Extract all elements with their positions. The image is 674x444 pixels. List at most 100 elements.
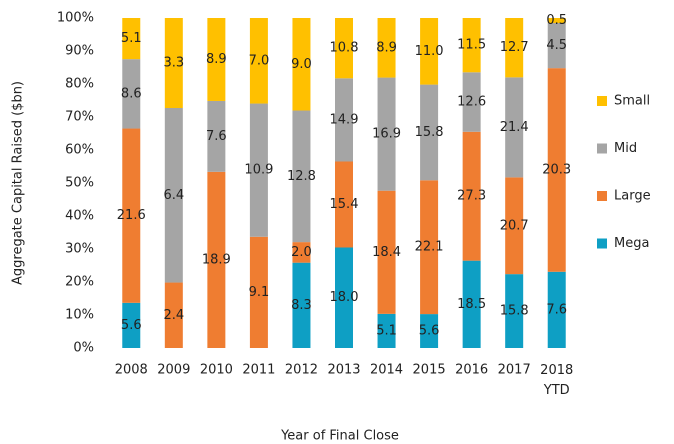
x-tick-label: 2011 <box>242 363 275 378</box>
data-label: 2.4 <box>163 308 184 323</box>
y-axis-title: Aggregate Capital Raised ($bn) <box>11 81 26 285</box>
legend-label: Large <box>614 189 651 204</box>
data-label: 18.0 <box>330 290 359 305</box>
bar-segment <box>462 260 481 348</box>
y-tick-label: 70% <box>65 110 94 125</box>
bar-segment <box>122 302 141 348</box>
bar-segment <box>420 180 439 315</box>
bar-segment <box>547 23 566 69</box>
data-label: 11.5 <box>457 38 486 53</box>
x-tick-label: 2016 <box>455 363 488 378</box>
x-axis-title: Year of Final Close <box>280 429 399 444</box>
bar-segment <box>420 18 439 85</box>
bar-segment <box>462 72 481 132</box>
bar-segment <box>505 274 524 348</box>
bar-segment <box>292 18 311 111</box>
bar-segment <box>122 59 141 129</box>
data-label: 5.6 <box>121 318 142 333</box>
bar-segment <box>420 84 439 181</box>
data-label: 0.5 <box>546 13 567 28</box>
data-label: 12.7 <box>500 40 529 55</box>
bar-segment <box>420 314 439 348</box>
data-label: 8.6 <box>121 86 142 101</box>
x-tick-label: 2013 <box>327 363 360 378</box>
x-tick-label: 2017 <box>498 363 531 378</box>
bar-segment <box>207 18 226 101</box>
data-label: 11.0 <box>415 44 444 59</box>
x-tick-label: 2015 <box>413 363 446 378</box>
data-label: 5.1 <box>376 323 397 338</box>
legend-label: Small <box>614 94 650 109</box>
bar-segment <box>505 18 524 78</box>
data-label: 21.4 <box>500 120 529 135</box>
legend-label: Mid <box>614 141 637 156</box>
x-tick-label: 2008 <box>115 363 148 378</box>
bar-segment <box>164 18 183 108</box>
data-label: 5.6 <box>419 324 440 339</box>
data-label: 20.7 <box>500 218 529 233</box>
data-label: 5.1 <box>121 31 142 46</box>
y-tick-label: 0% <box>73 341 94 356</box>
bar-segment <box>249 236 268 348</box>
data-label: 8.9 <box>206 52 227 67</box>
data-label: 10.8 <box>330 41 359 56</box>
data-label: 18.5 <box>457 297 486 312</box>
data-label: 7.6 <box>206 129 227 144</box>
bar-segment <box>547 271 566 348</box>
legend-swatch <box>597 238 607 249</box>
data-label: 4.5 <box>546 38 567 53</box>
y-tick-label: 80% <box>65 77 94 92</box>
data-label: 22.1 <box>415 240 444 255</box>
x-tick-label: 2012 <box>285 363 318 378</box>
bar-segment <box>292 242 311 263</box>
data-label: 7.0 <box>249 53 270 68</box>
data-label: 14.9 <box>330 112 359 127</box>
bar-segment <box>249 18 268 104</box>
data-label: 21.6 <box>117 208 146 223</box>
legend-label: Mega <box>614 236 649 251</box>
data-label: 18.4 <box>372 245 401 260</box>
bar-segment <box>335 78 353 162</box>
legend-swatch <box>597 143 607 154</box>
data-label: 9.0 <box>291 57 312 72</box>
bar-segment <box>207 171 226 348</box>
y-tick-label: 40% <box>65 209 94 224</box>
data-label: 10.9 <box>244 163 273 178</box>
bar-segment <box>462 18 481 73</box>
data-label: 7.6 <box>546 302 567 317</box>
y-tick-label: 100% <box>57 11 94 26</box>
bar-segment <box>377 190 396 314</box>
x-tick-label: 2009 <box>157 363 190 378</box>
bar-segment <box>377 313 396 348</box>
data-label: 18.9 <box>202 252 231 267</box>
bar-segment <box>122 128 141 303</box>
bar-segment <box>335 18 353 79</box>
bar-segment <box>335 161 353 248</box>
bar-segment <box>164 282 183 348</box>
bar-segment <box>292 262 311 348</box>
x-tick-label: 2014 <box>370 363 403 378</box>
data-label: 6.4 <box>163 188 184 203</box>
y-tick-label: 60% <box>65 143 94 158</box>
bar-segment <box>164 108 183 283</box>
bar-segment <box>292 110 311 243</box>
x-tick-label: 2010 <box>200 363 233 378</box>
data-label: 27.3 <box>457 189 486 204</box>
data-label: 12.6 <box>457 95 486 110</box>
data-label: 8.3 <box>291 298 312 313</box>
bar-segment <box>377 77 396 191</box>
data-label: 9.1 <box>249 285 270 300</box>
y-tick-label: 10% <box>65 308 94 323</box>
bar-segment <box>462 131 481 261</box>
y-tick-label: 90% <box>65 44 94 59</box>
bar-segment <box>207 100 226 172</box>
bar-segment <box>335 247 353 348</box>
bar-segment <box>505 77 524 178</box>
data-label: 16.9 <box>372 127 401 142</box>
legend-swatch <box>597 191 607 201</box>
bar-segment <box>547 18 566 24</box>
data-label: 3.3 <box>163 56 184 71</box>
bar-segment <box>249 103 268 237</box>
bar-segment <box>377 18 396 78</box>
